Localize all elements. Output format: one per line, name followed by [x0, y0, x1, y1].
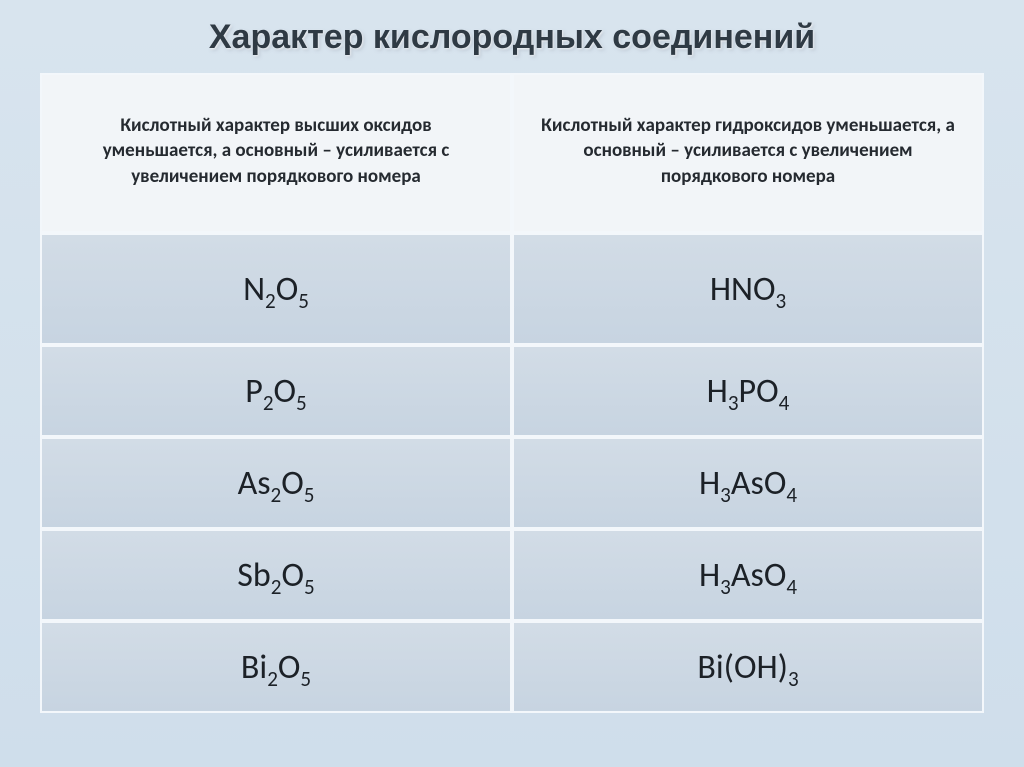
compounds-table: Кислотный характер высших оксидов уменьш… — [40, 73, 984, 713]
header-hydroxides: Кислотный характер гидроксидов уменьшает… — [512, 73, 984, 233]
oxide-cell: P2O5 — [40, 345, 512, 437]
slide-title: Характер кислородных соединений — [40, 18, 984, 57]
table-row: P2O5 H3PO4 — [40, 345, 984, 437]
table-row: Sb2O5 H3AsO4 — [40, 529, 984, 621]
hydroxide-cell: Bi(OH)3 — [512, 621, 984, 713]
oxide-cell: As2O5 — [40, 437, 512, 529]
table-header-row: Кислотный характер высших оксидов уменьш… — [40, 73, 984, 233]
oxide-cell: Sb2O5 — [40, 529, 512, 621]
oxide-cell: N2O5 — [40, 233, 512, 345]
header-oxides: Кислотный характер высших оксидов уменьш… — [40, 73, 512, 233]
hydroxide-cell: HNO3 — [512, 233, 984, 345]
table-row: As2O5 H3AsO4 — [40, 437, 984, 529]
hydroxide-cell: H3AsO4 — [512, 437, 984, 529]
table-row: N2O5 HNO3 — [40, 233, 984, 345]
hydroxide-cell: H3AsO4 — [512, 529, 984, 621]
hydroxide-cell: H3PO4 — [512, 345, 984, 437]
table-row: Bi2O5 Bi(OH)3 — [40, 621, 984, 713]
oxide-cell: Bi2O5 — [40, 621, 512, 713]
